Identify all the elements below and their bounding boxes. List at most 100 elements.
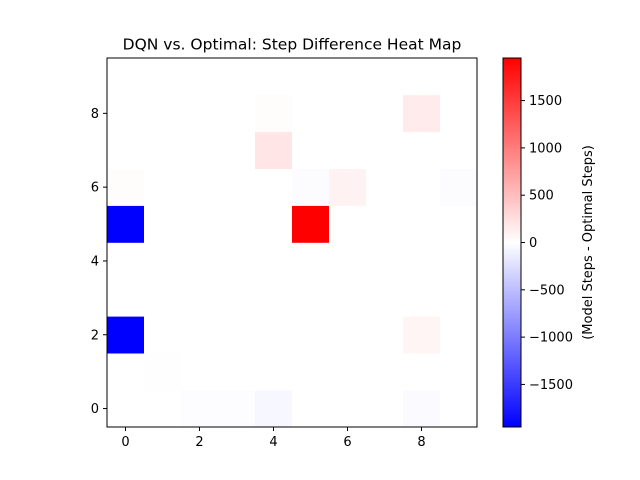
heatmap-cell — [329, 205, 367, 243]
plot-frame — [106, 57, 478, 428]
heatmap-cell — [144, 205, 182, 243]
heatmap-cell — [292, 205, 330, 243]
heatmap-cell — [440, 131, 478, 169]
heatmap-cell — [403, 353, 441, 391]
heatmap-cell — [181, 205, 219, 243]
heatmap-cell — [403, 168, 441, 206]
heatmap-cell — [107, 316, 145, 354]
heatmap-cell — [218, 131, 256, 169]
heatmap-cell — [329, 131, 367, 169]
heatmap-cell — [366, 353, 404, 391]
heatmap-cell — [329, 168, 367, 206]
x-tick-label: 8 — [417, 435, 425, 450]
heatmap-cell — [255, 94, 293, 133]
heatmap-cell — [403, 316, 441, 354]
heatmap-cell — [292, 168, 330, 206]
heatmap-cell — [144, 131, 182, 169]
heatmap-cell — [181, 168, 219, 206]
heatmap-cell — [366, 168, 404, 206]
heatmap-cell — [440, 205, 478, 243]
heatmap-cell — [181, 316, 219, 354]
colorbar-ticks: −1500 −1000 −500 0 500 1000 1500 — [521, 94, 573, 393]
heatmap-cell — [181, 390, 219, 428]
heatmap-cell — [403, 131, 441, 169]
heatmap-cell — [440, 279, 478, 317]
heatmap-cell — [440, 242, 478, 280]
heatmap-cell — [255, 242, 293, 280]
heatmap-cell — [366, 131, 404, 169]
heatmap-cell — [107, 242, 145, 280]
heatmap-cell — [181, 131, 219, 169]
heatmap-cell — [181, 353, 219, 391]
y-tick-label: 0 — [91, 402, 99, 417]
heatmap-cell — [329, 353, 367, 391]
colorbar-tick-label: −500 — [529, 283, 565, 298]
heatmap-cell — [181, 58, 219, 96]
heatmap-cell — [255, 353, 293, 391]
heatmap-cell — [292, 353, 330, 391]
heatmap-cell — [292, 131, 330, 169]
heatmap-cell — [440, 390, 478, 428]
x-axis-ticks: 0 2 4 6 8 — [121, 427, 426, 450]
heatmap-cell — [144, 242, 182, 280]
heatmap-cell — [255, 131, 293, 169]
heatmap-cell — [181, 279, 219, 317]
heatmap-cell — [329, 390, 367, 428]
heatmap-cell — [107, 205, 145, 243]
heatmap-cell — [107, 390, 145, 428]
x-tick-label: 0 — [121, 435, 129, 450]
heatmap-cell — [107, 58, 145, 96]
heatmap-cell — [107, 94, 145, 133]
heatmap-cell — [366, 94, 404, 133]
heatmap-cell — [329, 279, 367, 317]
heatmap-cell — [144, 279, 182, 317]
heatmap-cell — [403, 58, 441, 96]
heatmap-cell — [218, 242, 256, 280]
heatmap-cell — [366, 316, 404, 354]
heatmap-cell — [292, 242, 330, 280]
heatmap-cell — [292, 316, 330, 354]
colorbar-tick-label: 500 — [529, 189, 554, 204]
heatmap-cell — [144, 390, 182, 428]
heatmap-cell — [255, 205, 293, 243]
colorbar-tick-label: 1000 — [529, 141, 562, 156]
heatmap-cell — [366, 242, 404, 280]
heatmap-cell — [218, 316, 256, 354]
heatmap-cell — [292, 390, 330, 428]
heatmap-cell — [107, 353, 145, 391]
y-axis-ticks: 0 2 4 6 8 — [91, 107, 107, 417]
colorbar-tick-label: −1000 — [529, 331, 573, 346]
heatmap-cell — [292, 279, 330, 317]
heatmap-cell — [218, 168, 256, 206]
heatmap-cell — [329, 94, 367, 133]
chart-title: DQN vs. Optimal: Step Difference Heat Ma… — [123, 36, 462, 54]
heatmap-cell — [403, 242, 441, 280]
heatmap-cell — [440, 353, 478, 391]
heatmap-cell — [255, 279, 293, 317]
heatmap-cell — [218, 279, 256, 317]
heatmap-cells — [107, 58, 478, 428]
colorbar-tick-label: 1500 — [529, 94, 562, 109]
y-tick-label: 8 — [91, 107, 99, 122]
heatmap-cell — [366, 58, 404, 96]
heatmap-cell — [292, 58, 330, 96]
y-tick-label: 6 — [91, 181, 99, 196]
heatmap-cell — [292, 94, 330, 133]
heatmap-cell — [403, 94, 441, 133]
y-tick-label: 4 — [91, 254, 99, 269]
heatmap-cell — [181, 94, 219, 133]
heatmap-cell — [107, 279, 145, 317]
heatmap-cell — [440, 58, 478, 96]
heatmap-cell — [329, 242, 367, 280]
heatmap-cell — [144, 316, 182, 354]
heatmap-cell — [403, 205, 441, 243]
colorbar-label: (Model Steps - Optimal Steps) — [581, 145, 596, 340]
heatmap-cell — [255, 58, 293, 96]
heatmap-cell — [366, 279, 404, 317]
x-tick-label: 6 — [343, 435, 351, 450]
heatmap-cell — [181, 242, 219, 280]
y-tick-label: 2 — [91, 328, 99, 343]
heatmap-cell — [218, 94, 256, 133]
heatmap-cell — [107, 131, 145, 169]
